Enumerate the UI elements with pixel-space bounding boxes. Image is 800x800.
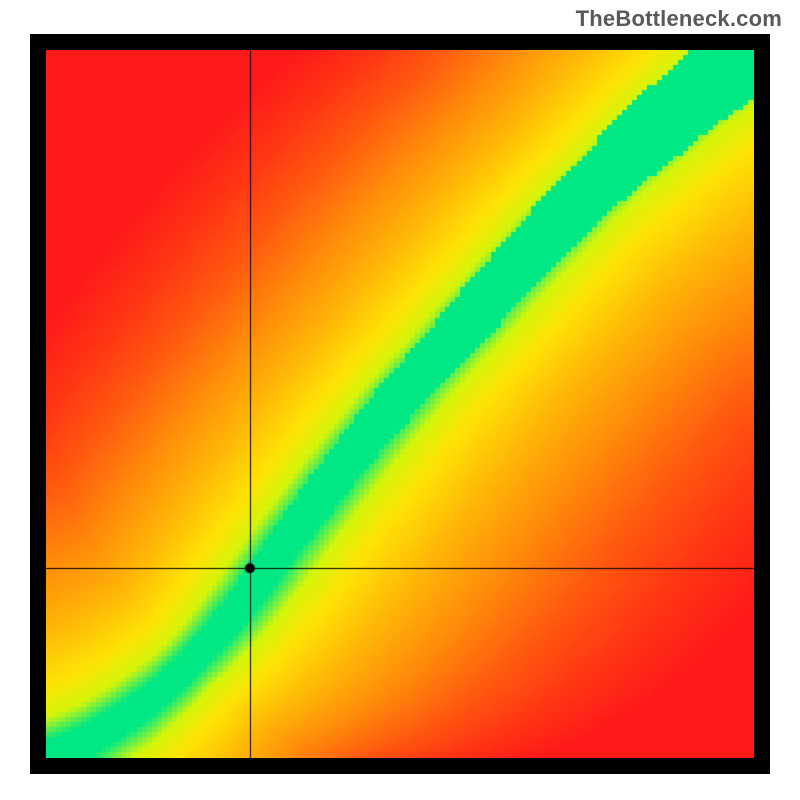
chart-frame [30,34,770,774]
attribution-text: TheBottleneck.com [576,6,782,32]
page-root: { "attribution": "TheBottleneck.com", "c… [0,0,800,800]
heatmap-plot [46,50,754,758]
heatmap-canvas [46,50,754,758]
